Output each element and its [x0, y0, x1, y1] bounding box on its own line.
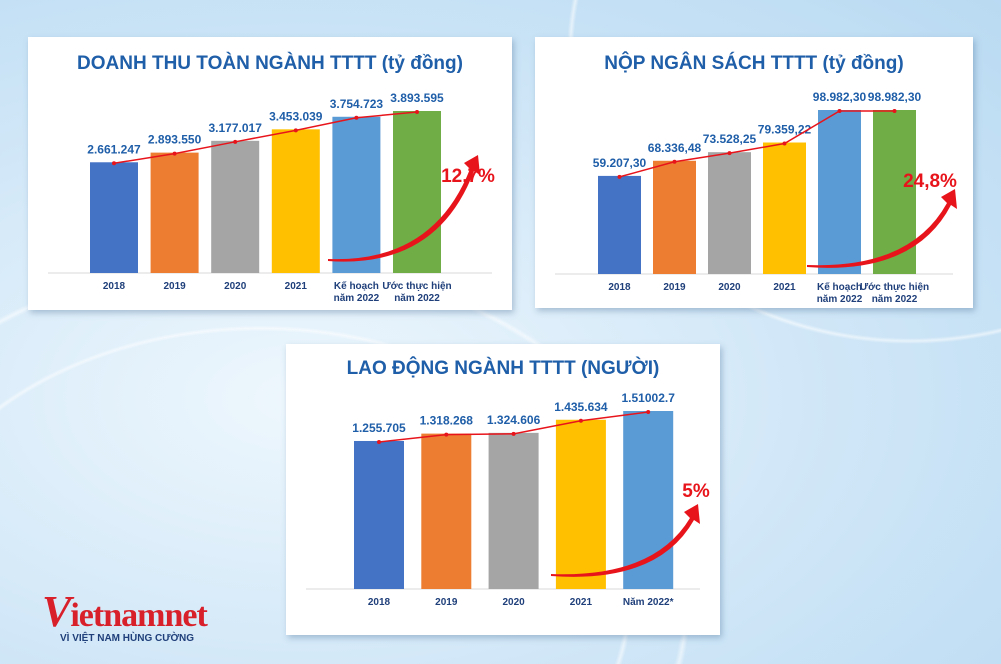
bar: [332, 116, 381, 273]
logo-tagline: VÌ VIỆT NAM HÙNG CƯỜNG: [60, 633, 195, 644]
bar: [818, 110, 861, 274]
trend-point: [511, 431, 516, 436]
x-tick-label: 2019: [663, 282, 686, 293]
x-tick-label: 2018: [368, 597, 391, 608]
labor-chart-card: LAO ĐỘNG NGÀNH TTTT (NGƯỜI) 1.255.705 201…: [286, 344, 720, 635]
trend-line: [113, 111, 418, 165]
bar: [211, 140, 260, 273]
data-label: 59.207,30: [593, 156, 647, 170]
trend-line: [619, 110, 895, 178]
trend-point: [617, 174, 622, 179]
x-tick-label: 2021: [285, 281, 308, 292]
trend-point: [233, 139, 238, 144]
trend-point: [727, 151, 732, 156]
trend-point: [837, 109, 842, 113]
data-label: 1.51002.7: [622, 391, 676, 405]
budget-chart-card: NỘP NGÂN SÁCH TTTT (tỷ đồng) 59.207,30 20…: [535, 37, 973, 308]
bar: [873, 110, 916, 274]
trend-point: [672, 159, 677, 164]
x-tick-label: Năm 2022*: [623, 597, 674, 608]
bar: [393, 111, 441, 273]
chart-title: DOANH THU TOÀN NGÀNH TTTT (tỷ đồng): [77, 53, 463, 74]
chart-plot: 2.661.247 2018 2.893.550 2019 3.177.017 2020 3…: [48, 91, 495, 304]
data-label: 73.528,25: [703, 132, 757, 146]
chart-plot: 1.255.705 2018 1.318.268 2019 1.324.606 2020 1…: [306, 391, 710, 608]
trend-point: [377, 439, 381, 444]
revenue-chart-card: DOANH THU TOÀN NGÀNH TTTT (tỷ đồng) 2.66…: [28, 37, 512, 310]
trend-point: [415, 110, 419, 114]
data-label: 68.336,48: [648, 141, 702, 155]
growth-label: 24,8%: [903, 171, 957, 192]
trend-point: [892, 109, 897, 113]
data-label: 98.982,30: [868, 90, 922, 104]
bar: [653, 160, 696, 274]
x-tick-label: 2020: [718, 282, 741, 293]
growth-arrow-icon: [328, 155, 480, 262]
data-label: 1.255.705: [352, 421, 406, 435]
data-label: 79.359,22: [758, 123, 812, 137]
x-tick-label: Ước thực hiện năm 2022: [382, 281, 451, 304]
vietnamnet-logo: Vietnamnet VÌ VIỆT NAM HÙNG CƯỜNG: [42, 587, 208, 644]
data-label: 98.982,30: [813, 90, 867, 104]
bar: [708, 152, 751, 274]
data-label: 3.754.723: [330, 97, 384, 111]
x-tick-label: Ước thực hiện năm 2022: [860, 282, 929, 305]
x-tick-label: 2021: [773, 282, 796, 293]
bar: [90, 162, 138, 273]
x-tick-label: Kế hoạch năm 2022: [334, 280, 380, 304]
x-tick-label: 2021: [570, 597, 593, 608]
growth-label: 12,7%: [441, 166, 495, 187]
chart-title: LAO ĐỘNG NGÀNH TTTT (NGƯỜI): [346, 358, 660, 379]
trend-point: [354, 115, 359, 120]
x-tick-label: 2019: [435, 597, 458, 608]
bar: [354, 440, 404, 589]
bar: [271, 129, 320, 273]
x-tick-label: 2020: [224, 281, 247, 292]
trend-point: [578, 418, 583, 423]
trend-point: [646, 410, 651, 414]
data-label: 1.435.634: [554, 400, 608, 414]
trend-point: [112, 161, 116, 166]
bar: [488, 432, 539, 589]
trend-point: [293, 128, 298, 133]
growth-arrow-icon: [807, 189, 957, 268]
trend-point: [172, 151, 177, 156]
chart-plot: 59.207,30 2018 68.336,48 2019 73.528,25 2020 7…: [555, 90, 957, 305]
chart-title: NỘP NGÂN SÁCH TTTT (tỷ đồng): [604, 53, 904, 74]
x-tick-label: Kế hoạch năm 2022: [817, 281, 863, 305]
trend-point: [782, 141, 787, 146]
bar: [150, 152, 199, 273]
trend-point: [444, 432, 449, 437]
bar: [763, 142, 806, 274]
data-label: 3.893.595: [390, 91, 444, 105]
x-tick-label: 2018: [103, 281, 126, 292]
bar: [421, 433, 472, 589]
growth-label: 5%: [682, 481, 710, 502]
data-label: 1.318.268: [420, 414, 474, 428]
data-label: 3.453.039: [269, 109, 323, 123]
x-tick-label: 2018: [608, 282, 631, 293]
data-label: 1.324.606: [487, 413, 541, 427]
data-label: 3.177.017: [209, 121, 263, 135]
data-label: 2.661.247: [87, 142, 141, 156]
bar: [598, 175, 641, 274]
x-tick-label: 2019: [163, 281, 186, 292]
data-label: 2.893.550: [148, 133, 202, 147]
x-tick-label: 2020: [502, 597, 525, 608]
bar: [555, 419, 606, 589]
